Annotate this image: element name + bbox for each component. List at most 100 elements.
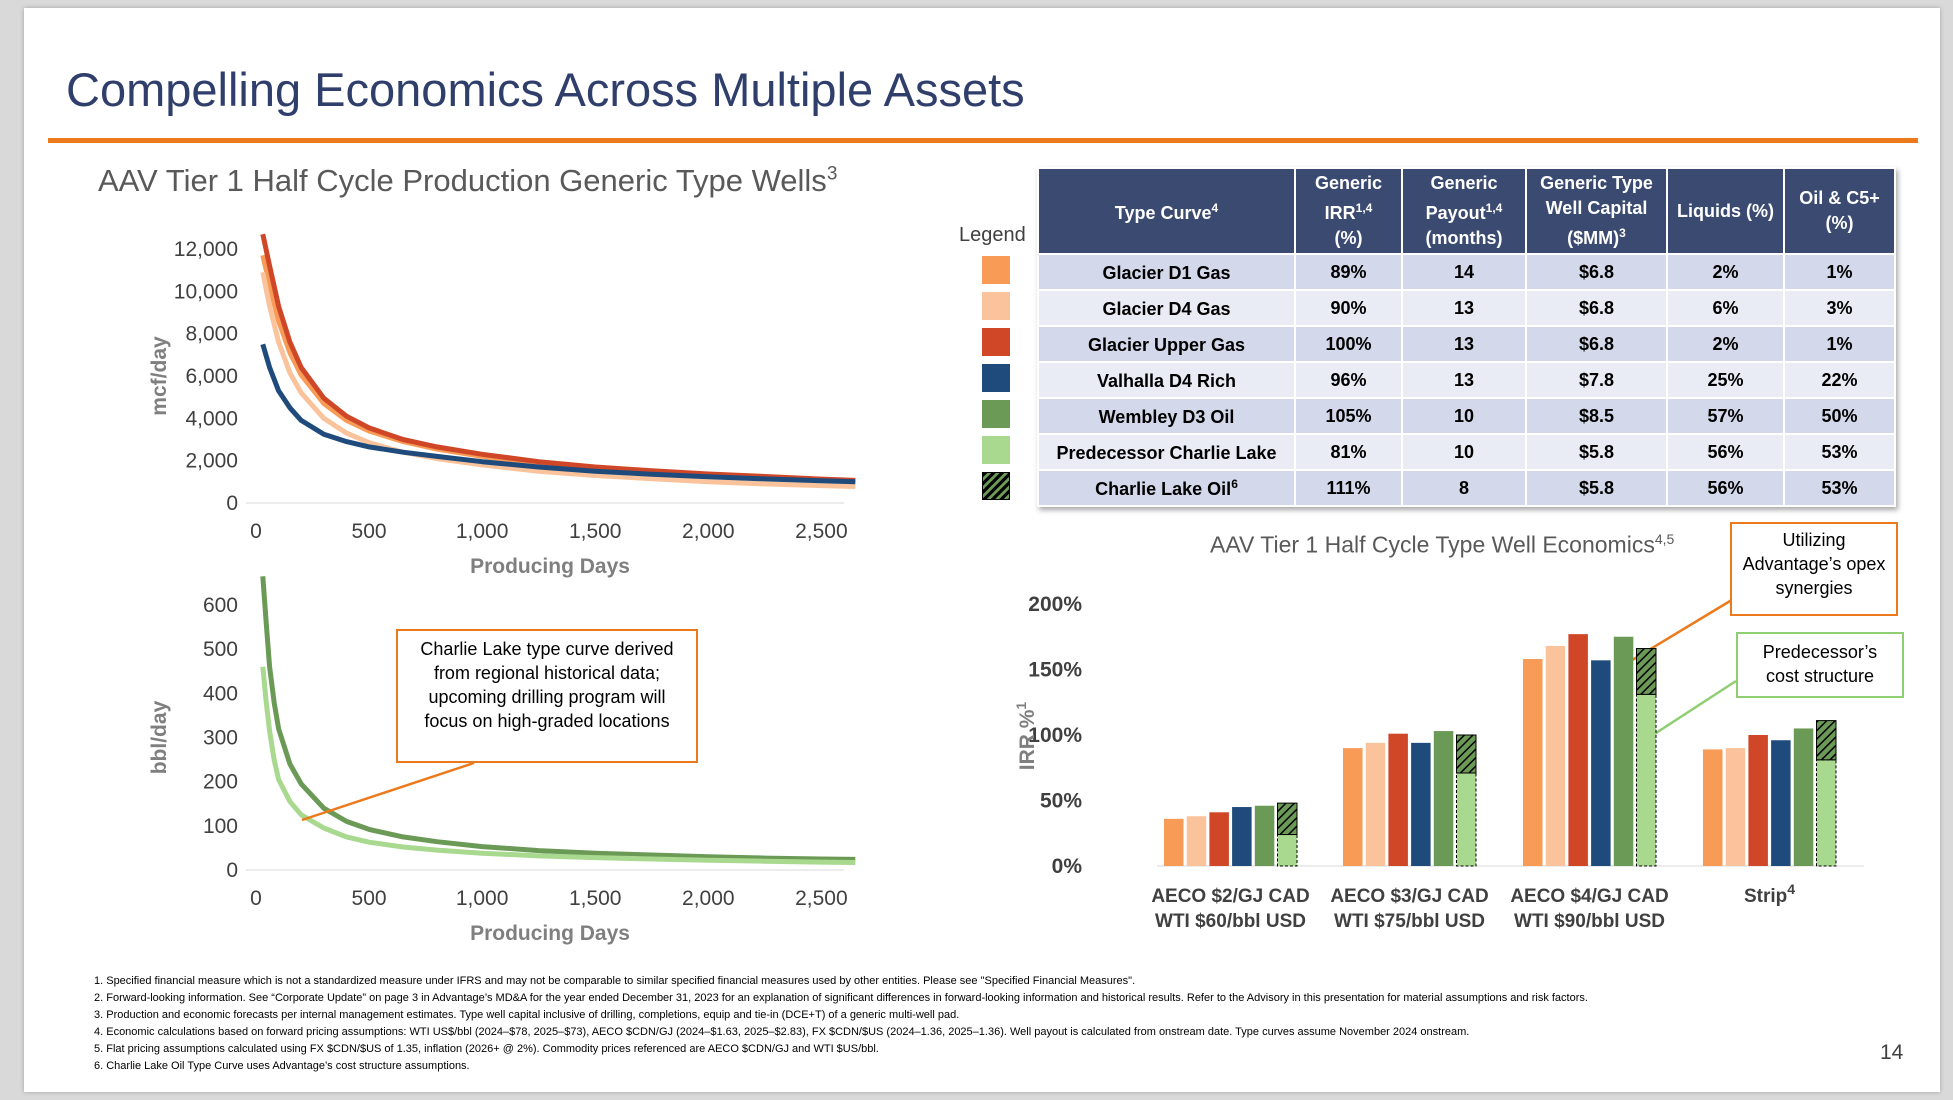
gas-production-chart: 0 2,000 4,000 6,000 8,000 10,000 12,000 0 500 1,0…	[148, 233, 856, 578]
cell-capital: $6.8	[1525, 325, 1668, 363]
y-axis-title-text: IRR %	[1016, 709, 1039, 770]
irr-bar-outline	[1816, 759, 1837, 867]
irr-bar	[1365, 742, 1386, 866]
footnote: 4. Economic calculations based on forwar…	[94, 1026, 1470, 1038]
irr-bar	[1636, 694, 1656, 866]
legend-swatch	[982, 400, 1010, 428]
cell-liquids: 2%	[1666, 253, 1785, 291]
cell-payout: 10	[1401, 433, 1527, 471]
y-tick-label: 50%	[1040, 790, 1082, 813]
cell-payout: 10	[1401, 397, 1527, 435]
cell-capital: $7.8	[1525, 361, 1668, 399]
cell-type-curve: Wembley D3 Oil	[1037, 397, 1296, 435]
cell-liquids: 57%	[1666, 397, 1785, 435]
x-tick-label: 2,000	[682, 887, 735, 910]
irr-chart-title-text: AAV Tier 1 Half Cycle Type Well Economic…	[1210, 531, 1655, 558]
table-header-row: Type Curve4 Generic IRR1,4 (%) Generic Pa…	[1037, 167, 1896, 255]
legend-swatch	[982, 292, 1010, 320]
irr-bar-hatched	[1636, 648, 1657, 695]
y-axis-title: mcf/day	[148, 336, 171, 416]
series-line	[260, 666, 856, 865]
y-tick-label: 0	[226, 859, 238, 882]
cell-capital: $8.5	[1525, 397, 1668, 435]
legend-swatch	[982, 256, 1010, 284]
production-chart-title-text: AAV Tier 1 Half Cycle Production Generic…	[98, 163, 827, 198]
category-label-sup: 4	[1787, 881, 1795, 897]
cell-oil: 53%	[1783, 469, 1896, 507]
irr-bar	[1388, 733, 1408, 866]
category-label-line2: WTI $90/bbl USD	[1514, 911, 1665, 932]
cell-capital: $5.8	[1525, 433, 1668, 471]
x-tick-label: 1,500	[569, 520, 622, 543]
type-curve-table: Type Curve4 Generic IRR1,4 (%) Generic Pa…	[1037, 167, 1896, 507]
cell-irr: 100%	[1294, 325, 1403, 363]
footnote: 3. Production and economic forecasts per…	[94, 1009, 960, 1021]
irr-bar	[1186, 816, 1207, 866]
y-tick-label: 200%	[1028, 593, 1082, 616]
irr-bar	[1793, 728, 1814, 866]
category-label: Strip4	[1744, 881, 1795, 907]
irr-bar	[1343, 748, 1363, 866]
irr-chart-title-sup: 4,5	[1654, 531, 1675, 547]
y-tick-label: 150%	[1028, 659, 1082, 682]
legend-swatch	[982, 328, 1010, 356]
footnote: 2. Forward-looking information. See “Cor…	[94, 992, 1588, 1004]
cell-irr: 81%	[1294, 433, 1403, 471]
x-tick-label: 500	[352, 887, 387, 910]
x-tick-label: 1,500	[569, 887, 622, 910]
cell-irr: 89%	[1294, 253, 1403, 291]
y-tick-label: 4,000	[185, 407, 238, 430]
irr-bar	[1568, 634, 1588, 866]
header-type-curve: Type Curve4	[1037, 167, 1296, 255]
x-tick-label: 500	[352, 520, 387, 543]
table-row: Glacier D4 Gas 90% 13 $6.8 6% 3%	[1037, 289, 1896, 327]
series-line	[260, 233, 856, 483]
legend-swatch	[982, 436, 1010, 464]
cell-irr: 90%	[1294, 289, 1403, 327]
x-axis-title: Producing Days	[470, 922, 630, 945]
irr-bar-chart: 0% 50% 100% 150% 200% IRR %1 AECO $2/GJ CAD WTI…	[1013, 593, 1864, 932]
y-axis-title: IRR %1	[1013, 702, 1039, 771]
x-tick-label: 2,000	[682, 520, 735, 543]
legend-title: Legend	[959, 224, 1026, 246]
category-label: AECO $2/GJ CAD	[1151, 886, 1309, 907]
irr-bar	[1254, 805, 1275, 866]
irr-bar-outline	[1636, 693, 1657, 867]
cell-oil: 53%	[1783, 433, 1896, 471]
predecessor-callout: Predecessor’s cost structure	[1736, 632, 1904, 698]
cell-type-curve: Glacier Upper Gas	[1037, 325, 1296, 363]
table-row: Wembley D3 Oil 105% 10 $8.5 57% 50%	[1037, 397, 1896, 435]
irr-bar	[1209, 812, 1229, 866]
irr-bar	[1456, 772, 1476, 866]
opex-callout: Utilizing Advantage’s opex synergies	[1730, 522, 1898, 616]
y-tick-label: 400	[203, 682, 238, 705]
cell-liquids: 56%	[1666, 469, 1785, 507]
y-tick-label: 100%	[1028, 724, 1082, 747]
cell-liquids: 2%	[1666, 325, 1785, 363]
cell-type-curve: Glacier D1 Gas	[1037, 253, 1296, 291]
irr-bar	[1277, 834, 1297, 866]
irr-bar-outline	[1277, 834, 1298, 867]
cell-irr: 96%	[1294, 361, 1403, 399]
irr-bar	[1725, 748, 1746, 866]
predecessor-callout-text: Predecessor’s cost structure	[1762, 642, 1878, 686]
page-number: 14	[1880, 1041, 1904, 1064]
x-tick-label: 1,000	[456, 520, 509, 543]
category-label-text: Strip	[1744, 886, 1787, 907]
irr-bar	[1771, 740, 1791, 866]
irr-bar	[1748, 735, 1768, 866]
cell-payout: 8	[1401, 469, 1527, 507]
title-rule	[48, 138, 1918, 143]
y-tick-label: 10,000	[174, 280, 238, 303]
cell-oil: 50%	[1783, 397, 1896, 435]
page-title: Compelling Economics Across Multiple Ass…	[66, 63, 1025, 116]
cell-capital: $6.8	[1525, 289, 1668, 327]
y-tick-label: 6,000	[185, 365, 238, 388]
y-tick-label: 12,000	[174, 238, 238, 261]
irr-bar	[1523, 659, 1543, 866]
irr-bar	[1164, 818, 1184, 866]
irr-bar-hatched	[1277, 802, 1298, 836]
series-line	[260, 343, 856, 485]
x-tick-label: 0	[250, 887, 262, 910]
y-tick-label: 8,000	[185, 323, 238, 346]
